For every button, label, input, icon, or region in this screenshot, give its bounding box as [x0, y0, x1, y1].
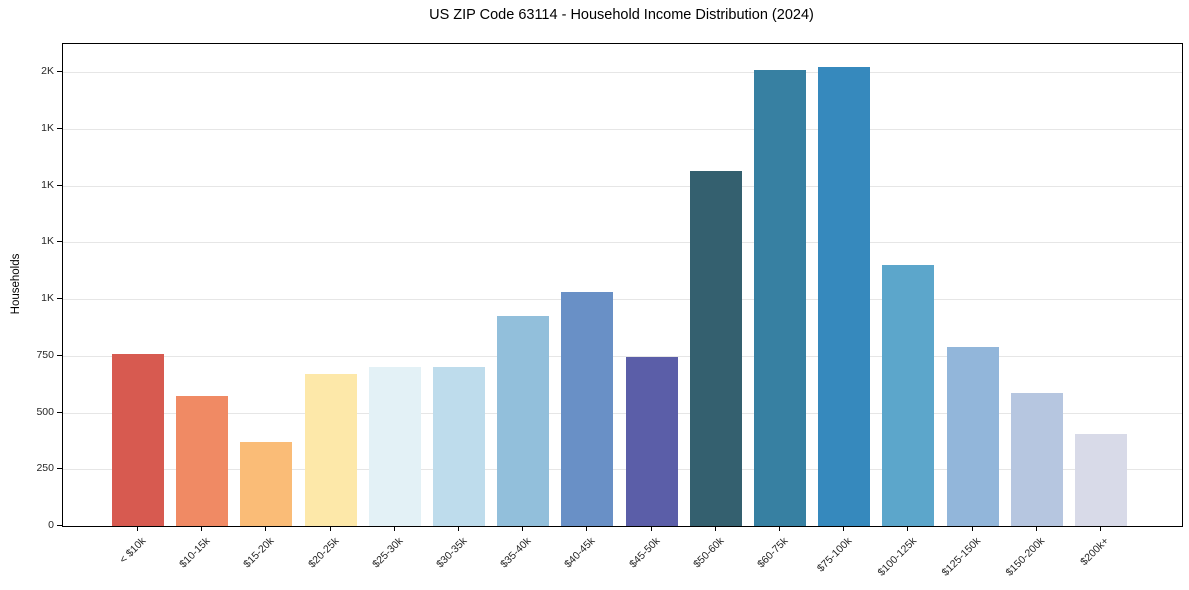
- bar-10-15k: [176, 395, 229, 526]
- x-tick-label-anchor: $10-15k: [166, 531, 212, 570]
- x-tick-mark: [137, 526, 138, 531]
- x-tick-label-anchor: $60-75k: [744, 531, 790, 570]
- x-tick-label: $60-75k: [755, 535, 791, 571]
- bar-75-100k: [818, 66, 871, 526]
- x-tick-label: < $10k: [117, 535, 149, 566]
- y-tick-label: 250: [36, 462, 54, 475]
- chart-title: US ZIP Code 63114 - Household Income Dis…: [429, 7, 814, 23]
- x-tick-mark: [779, 526, 780, 531]
- x-tick-mark: [265, 526, 267, 531]
- y-tick-label: 1K: [41, 292, 54, 305]
- x-tick-label: $20-25k: [305, 535, 342, 571]
- x-tick-label-anchor: $15-20k: [230, 531, 277, 570]
- bar-200k: [1075, 434, 1127, 526]
- y-tick-mark: [57, 184, 62, 186]
- gridline: [63, 129, 1182, 131]
- plot-area: [62, 43, 1183, 527]
- y-tick-mark: [57, 241, 62, 243]
- bar-40-45k: [561, 292, 614, 526]
- gridline: [63, 299, 1182, 301]
- x-tick-label: $50-60k: [690, 535, 727, 571]
- x-tick-label: $200k+: [1078, 535, 1112, 569]
- x-tick-mark: [329, 526, 331, 531]
- x-tick-label: $75-100k: [815, 535, 855, 575]
- bar-15-20k: [240, 442, 293, 526]
- y-tick-label: 1K: [41, 122, 54, 135]
- gridline: [63, 469, 1182, 471]
- x-tick-label-anchor: $40-45k: [551, 531, 598, 570]
- y-tick-label: 1K: [41, 235, 54, 248]
- bar-100-125k: [882, 265, 935, 526]
- bar-25-30k: [368, 367, 421, 526]
- bar-30-35k: [433, 367, 485, 526]
- bar-35-40k: [497, 316, 550, 526]
- x-tick-label: $45-50k: [626, 535, 663, 571]
- x-tick-label: $10-15k: [177, 535, 213, 571]
- bar-45-50k: [625, 357, 678, 526]
- x-tick-label-anchor: < $10k: [108, 531, 148, 566]
- bar-60-75k: [754, 70, 806, 526]
- x-tick-mark: [843, 526, 845, 531]
- gridline: [63, 72, 1182, 74]
- x-tick-label-anchor: $45-50k: [616, 531, 662, 570]
- gridline: [63, 412, 1182, 414]
- y-tick-mark: [57, 525, 62, 526]
- y-tick-label: 1K: [41, 178, 54, 191]
- x-tick-label-anchor: $75-100k: [802, 531, 854, 574]
- x-tick-label-anchor: $100-125k: [861, 531, 919, 579]
- x-tick-label-anchor: $200k+: [1068, 531, 1111, 568]
- gridline: [63, 355, 1182, 357]
- x-tick-mark: [1035, 526, 1037, 531]
- y-axis-label: Households: [10, 253, 22, 315]
- y-tick-label: 750: [36, 348, 54, 361]
- x-tick-label: $150-200k: [1003, 535, 1048, 579]
- x-tick-label: $40-45k: [562, 535, 598, 571]
- x-tick-label: $100-125k: [875, 535, 919, 579]
- x-tick-mark: [393, 526, 395, 531]
- bar-125-150k: [946, 346, 999, 526]
- x-tick-mark: [907, 526, 909, 531]
- x-tick-mark: [971, 526, 973, 531]
- x-tick-mark: [1100, 526, 1101, 531]
- x-tick-label-anchor: $30-35k: [423, 531, 469, 570]
- x-tick-label-anchor: $35-40k: [487, 531, 533, 570]
- x-tick-mark: [522, 526, 524, 531]
- x-tick-mark: [586, 526, 588, 531]
- y-tick-mark: [57, 128, 62, 130]
- x-tick-label-anchor: $20-25k: [295, 531, 341, 570]
- bar-150-200k: [1010, 393, 1063, 526]
- x-tick-mark: [650, 526, 652, 531]
- x-tick-mark: [201, 526, 203, 531]
- y-tick-label: 0: [48, 519, 54, 531]
- x-tick-label: $15-20k: [241, 535, 277, 571]
- x-tick-label-anchor: $150-200k: [989, 531, 1048, 579]
- bar-20-25k: [304, 374, 357, 526]
- y-tick-label: 500: [36, 405, 54, 418]
- y-tick-mark: [57, 298, 62, 300]
- y-tick-mark: [57, 71, 62, 73]
- x-tick-label-anchor: $125-150k: [925, 531, 984, 579]
- x-tick-label-anchor: $25-30k: [359, 531, 405, 570]
- x-tick-label: $125-150k: [939, 535, 984, 579]
- y-tick-mark: [57, 468, 62, 470]
- x-tick-mark: [714, 526, 716, 531]
- gridline: [63, 185, 1182, 187]
- x-tick-label: $25-30k: [369, 535, 406, 571]
- gridline: [63, 242, 1182, 244]
- y-tick-mark: [57, 411, 62, 413]
- y-tick-label: 2K: [41, 65, 54, 78]
- x-tick-label: $30-35k: [434, 535, 470, 571]
- y-tick-mark: [57, 354, 62, 356]
- x-tick-mark: [458, 526, 459, 531]
- x-tick-label: $35-40k: [498, 535, 534, 571]
- bar-10k: [112, 353, 164, 526]
- bar-50-60k: [689, 171, 742, 526]
- x-tick-label-anchor: $50-60k: [680, 531, 726, 570]
